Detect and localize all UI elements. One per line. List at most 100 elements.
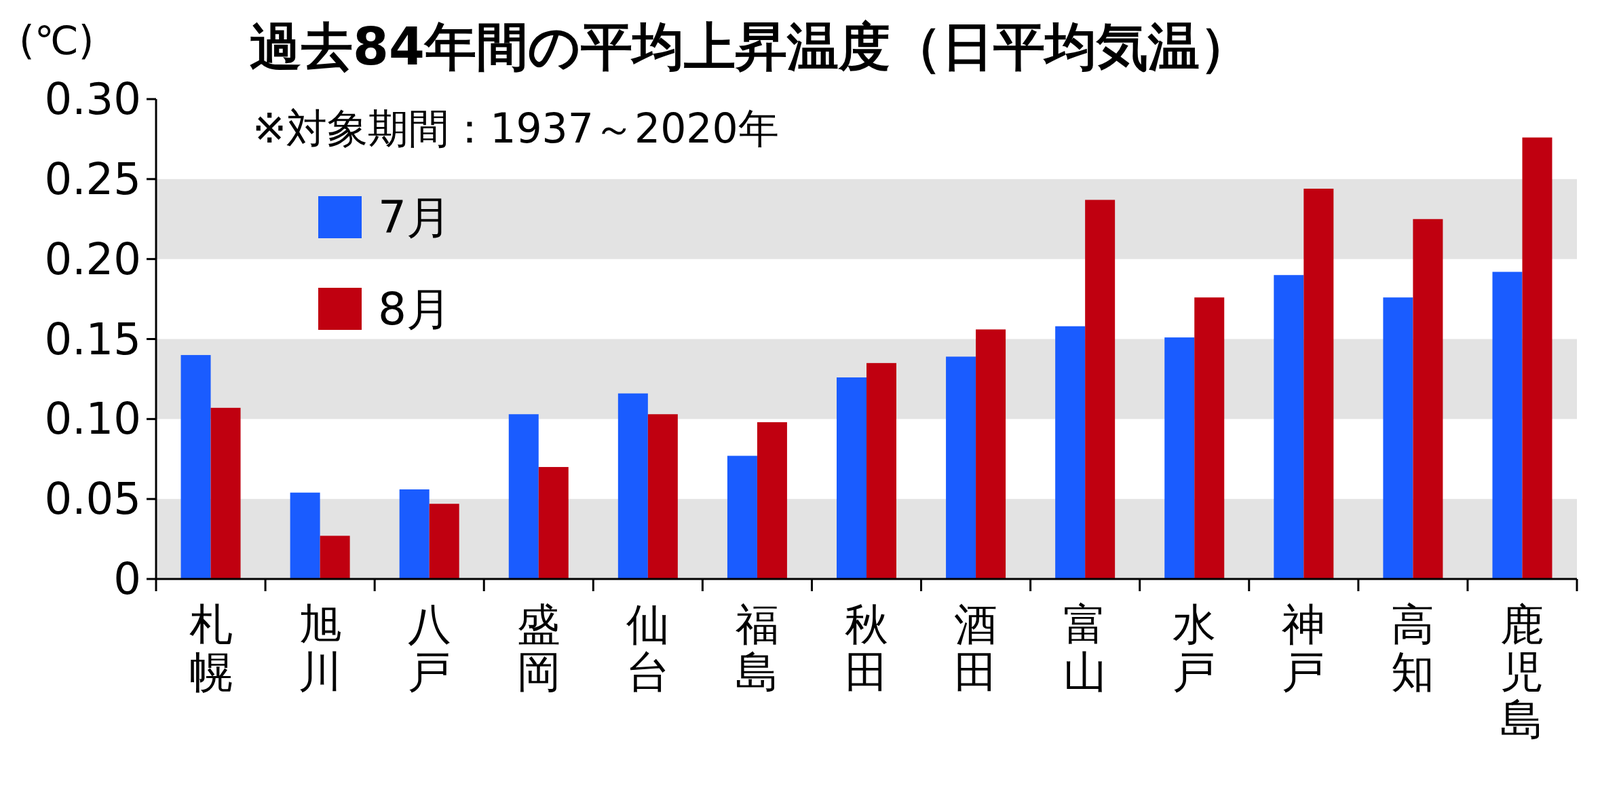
bar (538, 466, 569, 579)
x-tick-label: 神戸 (1281, 599, 1326, 697)
x-separator (1138, 578, 1141, 592)
y-tick-label: 0.30 (44, 73, 142, 125)
x-separator (1576, 578, 1579, 592)
x-tick-char: 戸 (407, 646, 452, 697)
x-tick-label: 盛岡 (517, 599, 561, 697)
x-tick-char: 戸 (1281, 646, 1326, 697)
x-tick-label: 高知 (1391, 599, 1435, 697)
x-tick-char: 台 (626, 646, 670, 697)
bar (211, 407, 241, 579)
y-tick (146, 177, 157, 180)
x-tick-char: 旭 (298, 599, 342, 650)
bar (1164, 337, 1195, 579)
bar (429, 503, 460, 579)
x-tick-char: 田 (954, 646, 998, 697)
x-tick-char: 福 (735, 599, 779, 650)
x-separator (483, 578, 486, 592)
x-tick-char: 島 (735, 646, 779, 697)
x-tick-label: 仙台 (626, 599, 670, 697)
bar (1492, 272, 1522, 579)
bar (1084, 199, 1115, 579)
bar (1055, 326, 1085, 579)
bar (945, 356, 976, 579)
x-tick-char: 鹿 (1500, 599, 1544, 650)
y-tick-label: 0.10 (44, 393, 142, 444)
y-tick (146, 257, 157, 260)
bar (1521, 137, 1552, 579)
x-tick-char: 神 (1281, 599, 1326, 650)
bar (618, 393, 649, 579)
x-tick-label: 酒田 (954, 599, 998, 697)
legend-label: 7月 (377, 191, 452, 244)
x-separator (592, 578, 595, 592)
bar (727, 455, 758, 579)
x-tick-label: 旭川 (298, 599, 342, 697)
x-tick-label: 八戸 (407, 599, 452, 697)
y-tick-label: 0.25 (44, 154, 142, 205)
x-separator (701, 578, 704, 592)
bar (836, 377, 867, 579)
bar (1194, 297, 1225, 579)
legend-swatch (318, 196, 362, 239)
x-tick-char: 岡 (517, 646, 561, 697)
x-tick-label: 秋田 (844, 599, 889, 697)
bar (1412, 219, 1443, 579)
bar (181, 354, 212, 579)
bar (508, 413, 539, 579)
x-tick-char: 田 (844, 646, 889, 697)
x-tick-char: 児 (1500, 646, 1544, 697)
legend-swatch (318, 287, 362, 330)
x-tick-label: 水戸 (1172, 599, 1216, 697)
x-tick-char: 秋 (844, 599, 889, 650)
x-tick-char: 富 (1063, 599, 1107, 650)
x-tick-char: 幌 (189, 646, 233, 697)
bar (1303, 188, 1334, 579)
x-tick-char: 水 (1172, 599, 1216, 650)
grid-band (156, 179, 1577, 260)
subtitle: ※対象期間：1937～2020年 (252, 104, 779, 152)
bar (1382, 297, 1413, 579)
x-tick-char: 酒 (954, 599, 998, 650)
bar (648, 413, 678, 579)
x-separator (264, 578, 267, 592)
x-tick-char: 札 (189, 599, 233, 650)
x-tick-char: 盛 (517, 599, 561, 650)
x-separator (920, 578, 923, 592)
x-tick-char: 知 (1391, 646, 1435, 697)
y-tick (146, 498, 157, 501)
x-tick-char: 戸 (1172, 646, 1216, 697)
bar (290, 492, 321, 579)
x-tick-label: 富山 (1063, 599, 1107, 697)
bar (320, 535, 351, 579)
x-separator (373, 578, 376, 592)
x-tick-char: 八 (407, 599, 452, 650)
bars (181, 137, 1553, 579)
x-tick-char: 高 (1391, 599, 1435, 650)
x-tick-label: 鹿児島 (1500, 599, 1544, 745)
x-tick-char: 川 (298, 646, 342, 697)
x-tick-label: 福島 (735, 599, 779, 697)
bar (866, 363, 897, 579)
bar (1273, 274, 1304, 579)
x-axis (156, 578, 1577, 581)
bar (757, 422, 788, 579)
x-separator (1247, 578, 1250, 592)
x-tick-char: 仙 (626, 599, 670, 650)
y-tick-label: 0.15 (44, 314, 142, 365)
y-tick (146, 417, 157, 421)
x-separator (1029, 578, 1032, 592)
x-separator (1466, 578, 1469, 592)
y-tick (146, 98, 157, 101)
x-separator (1357, 578, 1360, 592)
y-tick-label: 0 (113, 553, 142, 604)
title: 過去84年間の平均上昇温度（日平均気温） (249, 16, 1252, 77)
y-label: (℃) (18, 17, 94, 64)
y-tick-label: 0.20 (44, 234, 142, 285)
legend-label: 8月 (377, 282, 452, 336)
bar (975, 329, 1006, 579)
y-tick (146, 578, 157, 581)
x-tick-char: 山 (1063, 646, 1107, 697)
x-separator (155, 578, 158, 592)
y-tick-label: 0.05 (44, 473, 142, 524)
chart: 00.050.100.150.200.250.30札幌旭川八戸盛岡仙台福島秋田酒… (0, 0, 1600, 786)
